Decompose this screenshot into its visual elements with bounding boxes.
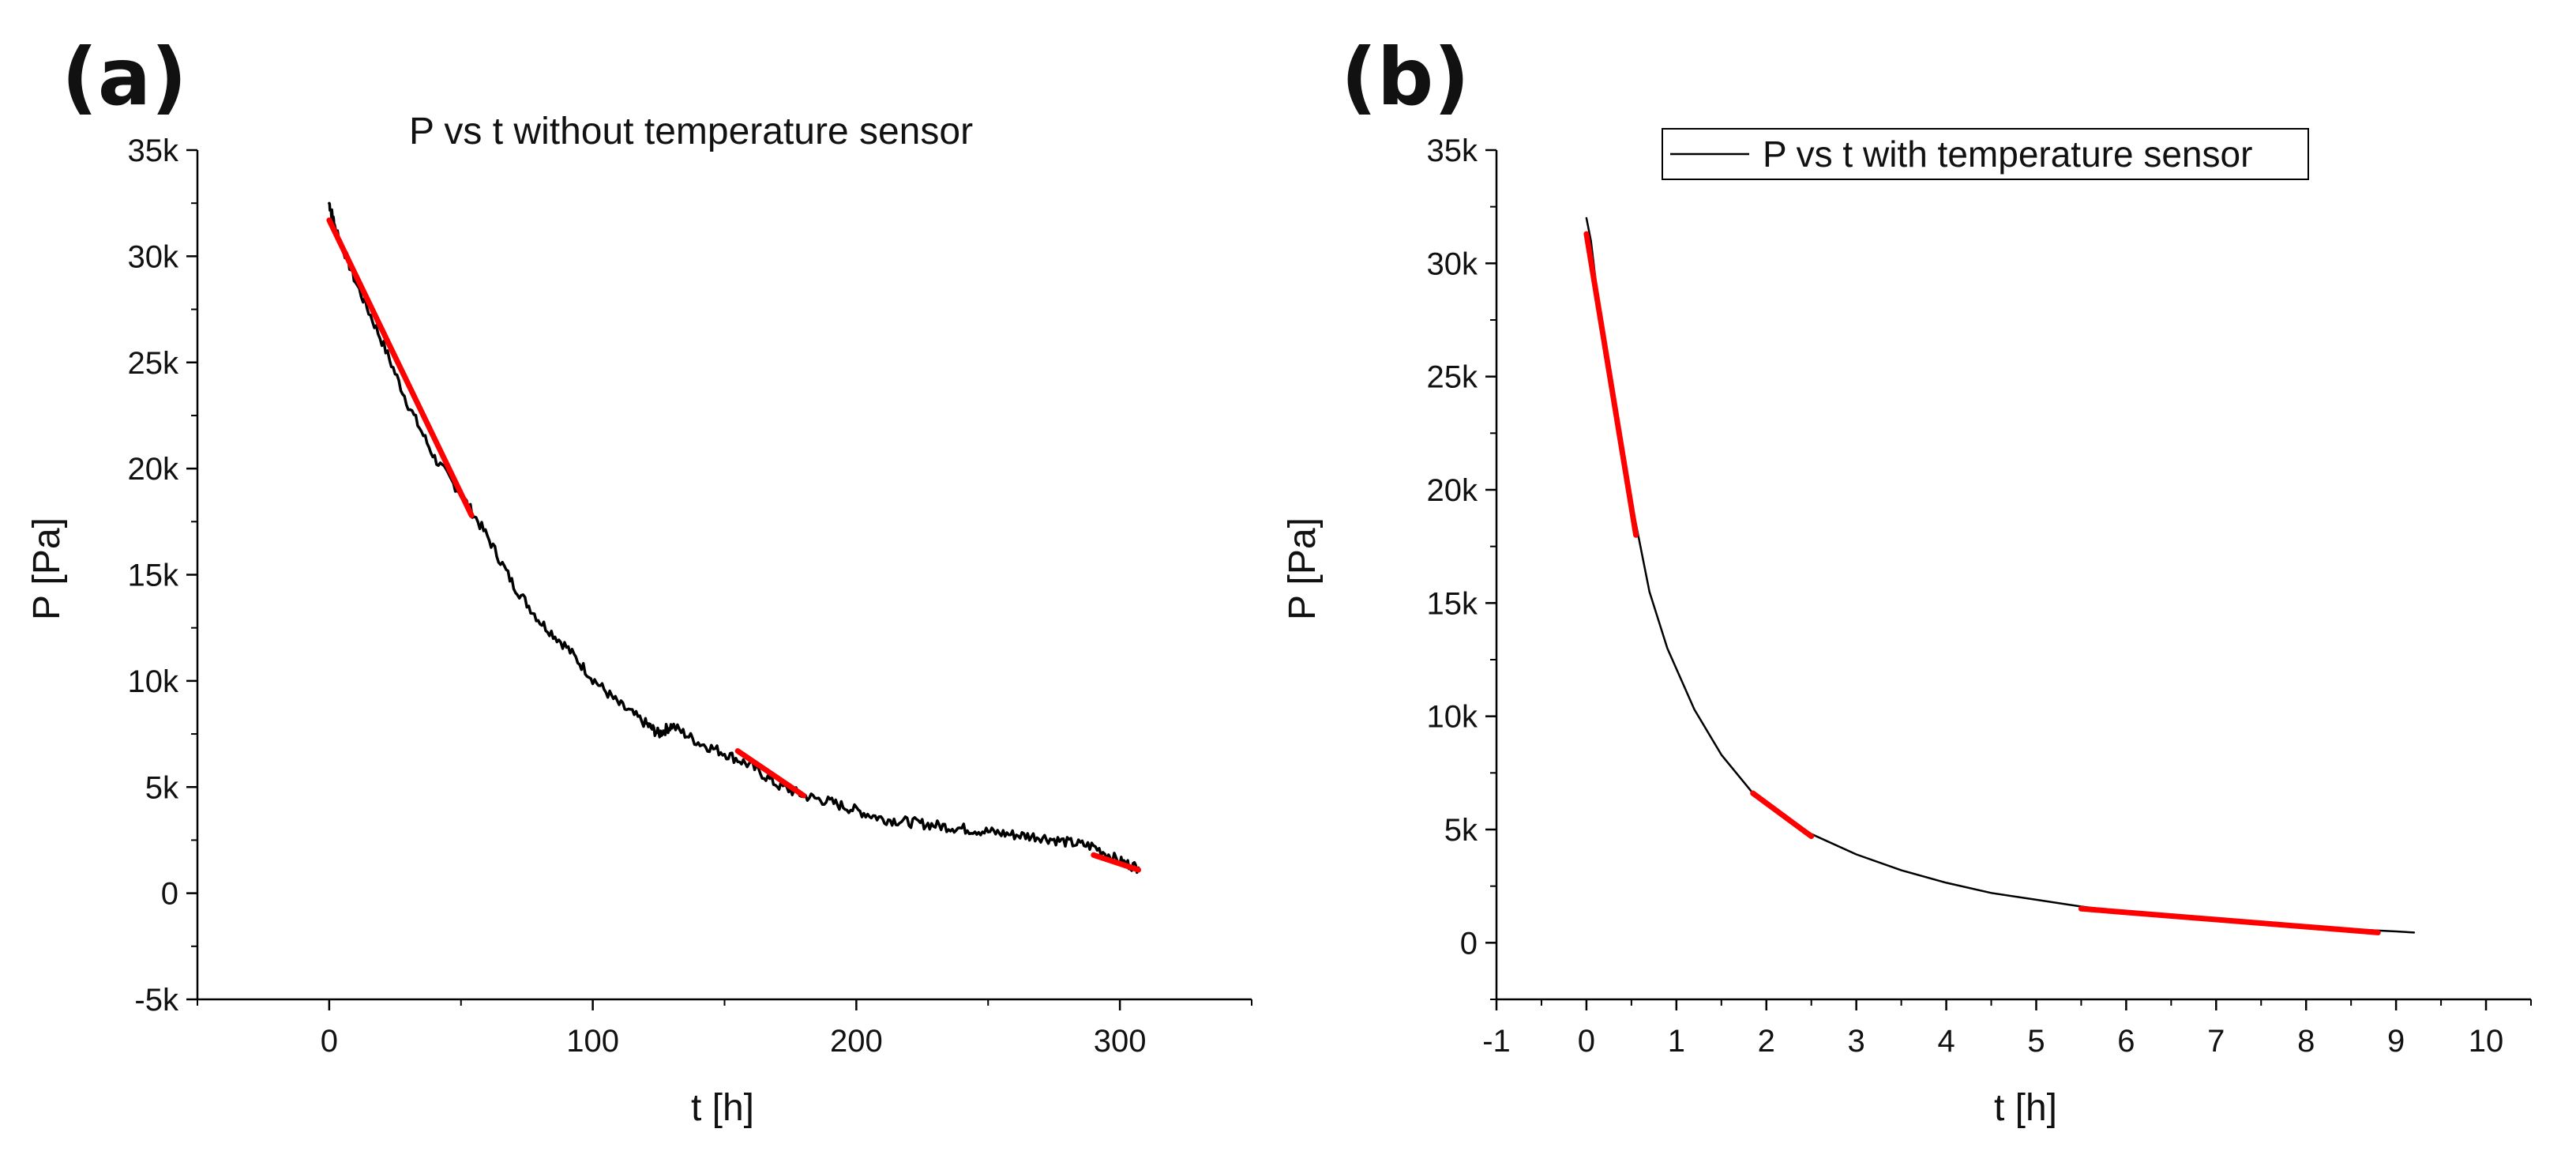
y-tick-label: 0 bbox=[161, 877, 178, 912]
fit-line bbox=[1091, 852, 1141, 873]
x-tick-label: 4 bbox=[1937, 1024, 1955, 1059]
x-tick-label: 7 bbox=[2207, 1024, 2225, 1059]
x-tick-label: 9 bbox=[2387, 1024, 2405, 1059]
panel-label-a: (a) bbox=[62, 31, 187, 123]
y-tick-label: 35k bbox=[128, 134, 179, 168]
chart-title-a: P vs t without temperature sensor bbox=[409, 111, 973, 152]
legend-box bbox=[1662, 128, 2309, 180]
x-axis-label-b: t [h] bbox=[1994, 1087, 2057, 1129]
x-tick-label: 3 bbox=[1848, 1024, 1865, 1059]
y-tick-label: 30k bbox=[1427, 246, 1478, 281]
fit-line bbox=[2078, 905, 2381, 935]
legend-entry: P vs t with temperature sensor bbox=[1763, 134, 2252, 175]
y-tick-label: 25k bbox=[1427, 360, 1478, 395]
fit-line bbox=[326, 217, 475, 518]
x-tick-label: 0 bbox=[1578, 1024, 1595, 1059]
y-tick-label: 20k bbox=[1427, 473, 1478, 508]
fit-line bbox=[1583, 231, 1639, 538]
x-tick-label: 1 bbox=[1668, 1024, 1685, 1059]
y-tick-label: 15k bbox=[128, 559, 179, 593]
y-tick-label: -5k bbox=[134, 983, 179, 1018]
x-tick-label: 8 bbox=[2297, 1024, 2315, 1059]
y-tick-label: 15k bbox=[1427, 586, 1478, 621]
x-tick-label: 10 bbox=[2469, 1024, 2504, 1059]
data-series-line bbox=[1585, 216, 2416, 934]
x-tick-label: 0 bbox=[321, 1024, 338, 1059]
x-tick-label: 5 bbox=[2027, 1024, 2045, 1059]
y-tick-label: 0 bbox=[1460, 926, 1478, 961]
fit-line bbox=[1750, 790, 1815, 840]
y-tick-label: 35k bbox=[1427, 134, 1478, 168]
fit-line bbox=[734, 748, 807, 799]
data-series-line bbox=[328, 201, 1140, 875]
y-tick-label: 30k bbox=[128, 239, 179, 274]
panel-label-b: (b) bbox=[1341, 31, 1470, 123]
y-tick-label: 10k bbox=[1427, 700, 1478, 735]
y-tick-label: 25k bbox=[128, 346, 179, 381]
y-tick-label: 20k bbox=[128, 452, 179, 487]
x-tick-label: 2 bbox=[1758, 1024, 1775, 1059]
y-axis-label-a: P [Pa] bbox=[26, 517, 68, 620]
x-tick-label: 300 bbox=[1094, 1024, 1147, 1059]
y-axis-label-b: P [Pa] bbox=[1282, 517, 1324, 620]
y-tick-label: 10k bbox=[128, 664, 179, 699]
x-tick-label: 100 bbox=[566, 1024, 619, 1059]
y-tick-label: 5k bbox=[1444, 813, 1478, 848]
y-tick-label: 5k bbox=[145, 770, 179, 805]
x-tick-label: -1 bbox=[1482, 1024, 1511, 1059]
x-tick-label: 200 bbox=[830, 1024, 883, 1059]
x-tick-label: 6 bbox=[2117, 1024, 2135, 1059]
legend-b: P vs t with temperature sensor bbox=[1662, 128, 2309, 180]
x-axis-label-a: t [h] bbox=[691, 1087, 754, 1129]
chart-panel-a: (a) P vs t without temperature sensor -5… bbox=[26, 31, 1252, 1129]
